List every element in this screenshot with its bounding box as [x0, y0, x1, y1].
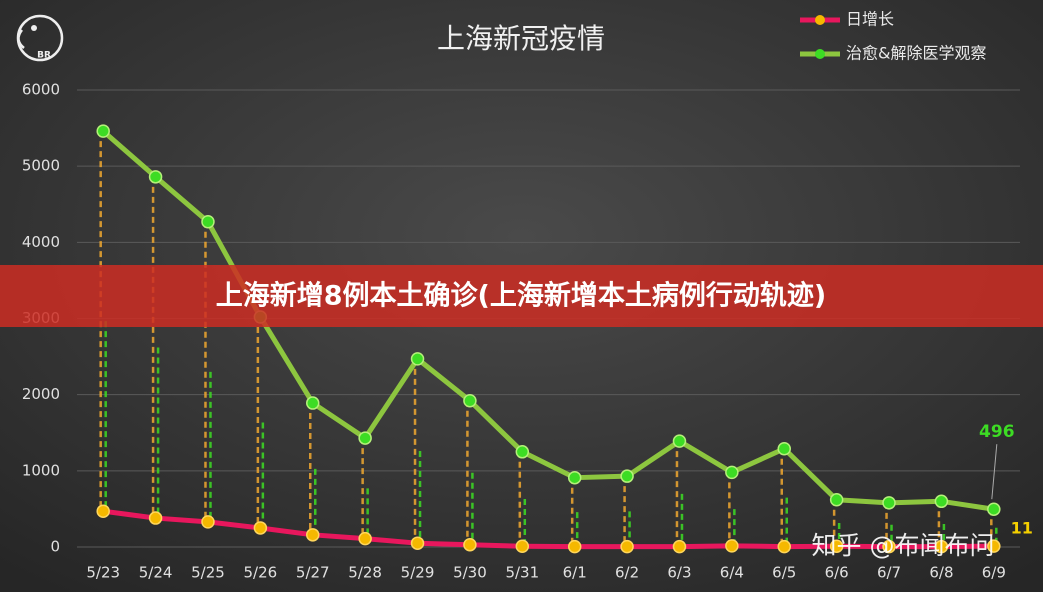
data-point: [672, 434, 687, 448]
banner-text: 上海新增8例本土确诊(上海新增本土病例行动轨迹): [216, 280, 826, 312]
x-tick-label: 5/31: [505, 564, 539, 582]
data-point: [829, 493, 844, 507]
x-tick-label: 5/24: [139, 564, 173, 582]
data-point: [201, 215, 215, 229]
legend-marker: [815, 49, 825, 59]
data-point: [306, 396, 320, 410]
data-point: [934, 539, 949, 554]
logo-text: BR: [37, 51, 51, 61]
data-point: [358, 531, 372, 546]
x-tick-label: 6/3: [667, 564, 691, 582]
x-tick-label: 6/5: [772, 564, 796, 582]
data-point: [987, 502, 1001, 516]
data-point: [253, 521, 268, 535]
data-point: [567, 470, 582, 485]
legend-marker: [815, 15, 825, 25]
data-point: [987, 539, 1001, 553]
series-line: [102, 508, 994, 550]
x-tick-label: 5/28: [348, 564, 382, 582]
x-tick-label: 6/7: [877, 564, 901, 582]
legend-label: 日增长: [846, 10, 894, 29]
y-tick-label: 2000: [22, 385, 60, 403]
data-point: [829, 539, 844, 553]
data-point: [306, 528, 320, 542]
chart-title: 上海新冠疫情: [437, 22, 605, 55]
x-tick-label: 5/23: [86, 564, 120, 582]
x-tick-label: 6/4: [720, 564, 744, 582]
y-tick-label: 1000: [22, 461, 60, 479]
watermark: 知乎 @布闻布问: [812, 531, 995, 560]
data-point: [620, 539, 634, 554]
x-tick-label: 5/27: [296, 564, 330, 582]
y-tick-label: 4000: [22, 233, 60, 251]
x-tick-label: 6/6: [825, 564, 849, 582]
data-point: [96, 504, 110, 518]
x-tick-label: 6/9: [982, 564, 1006, 582]
data-point: [148, 170, 163, 184]
data-point: [567, 539, 582, 554]
data-point: [515, 539, 530, 553]
data-point: [148, 511, 163, 525]
data-point: [620, 469, 634, 483]
data-point: [934, 494, 949, 509]
x-tick-label: 6/2: [615, 564, 639, 582]
data-point: [463, 394, 477, 408]
data-point: [463, 537, 477, 552]
y-tick-label: 5000: [22, 157, 60, 175]
banner-background: [0, 265, 1043, 327]
data-point: [672, 539, 687, 554]
data-label: 496: [979, 422, 1015, 442]
data-point: [777, 441, 791, 456]
data-point: [410, 352, 425, 366]
y-tick-label: 6000: [22, 81, 60, 99]
x-tick-label: 5/30: [453, 564, 487, 582]
x-tick-label: 5/29: [401, 564, 435, 582]
x-tick-label: 5/26: [244, 564, 278, 582]
data-point: [201, 515, 215, 529]
data-label: 11: [1011, 519, 1033, 538]
label-leader: [991, 444, 998, 500]
data-point: [515, 445, 530, 459]
data-point: [777, 539, 791, 554]
x-tick-label: 6/8: [929, 564, 953, 582]
x-tick-label: 6/1: [563, 564, 587, 582]
data-point: [725, 539, 739, 553]
data-point: [358, 431, 372, 445]
data-point: [725, 465, 739, 480]
data-point: [882, 539, 896, 554]
data-point: [410, 536, 425, 550]
data-point: [882, 496, 896, 510]
y-tick-label: 0: [50, 538, 60, 556]
data-point: [96, 124, 110, 138]
logo: BR: [16, 14, 64, 62]
legend-label: 治愈&解除医学观察: [846, 44, 986, 63]
x-tick-label: 5/25: [191, 564, 225, 582]
